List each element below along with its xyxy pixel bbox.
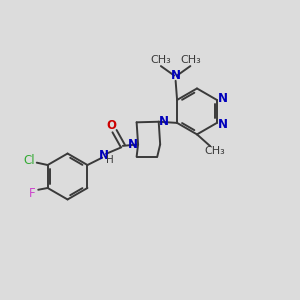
Text: N: N — [159, 115, 169, 128]
Text: N: N — [128, 138, 138, 151]
Text: F: F — [29, 187, 36, 200]
Text: CH₃: CH₃ — [150, 55, 171, 65]
Text: CH₃: CH₃ — [181, 55, 201, 65]
Text: N: N — [171, 69, 181, 82]
Text: O: O — [106, 119, 116, 132]
Text: N: N — [218, 118, 228, 131]
Text: CH₃: CH₃ — [204, 146, 225, 156]
Text: N: N — [99, 149, 109, 162]
Text: Cl: Cl — [23, 154, 35, 166]
Text: H: H — [106, 155, 114, 165]
Text: N: N — [218, 92, 228, 105]
